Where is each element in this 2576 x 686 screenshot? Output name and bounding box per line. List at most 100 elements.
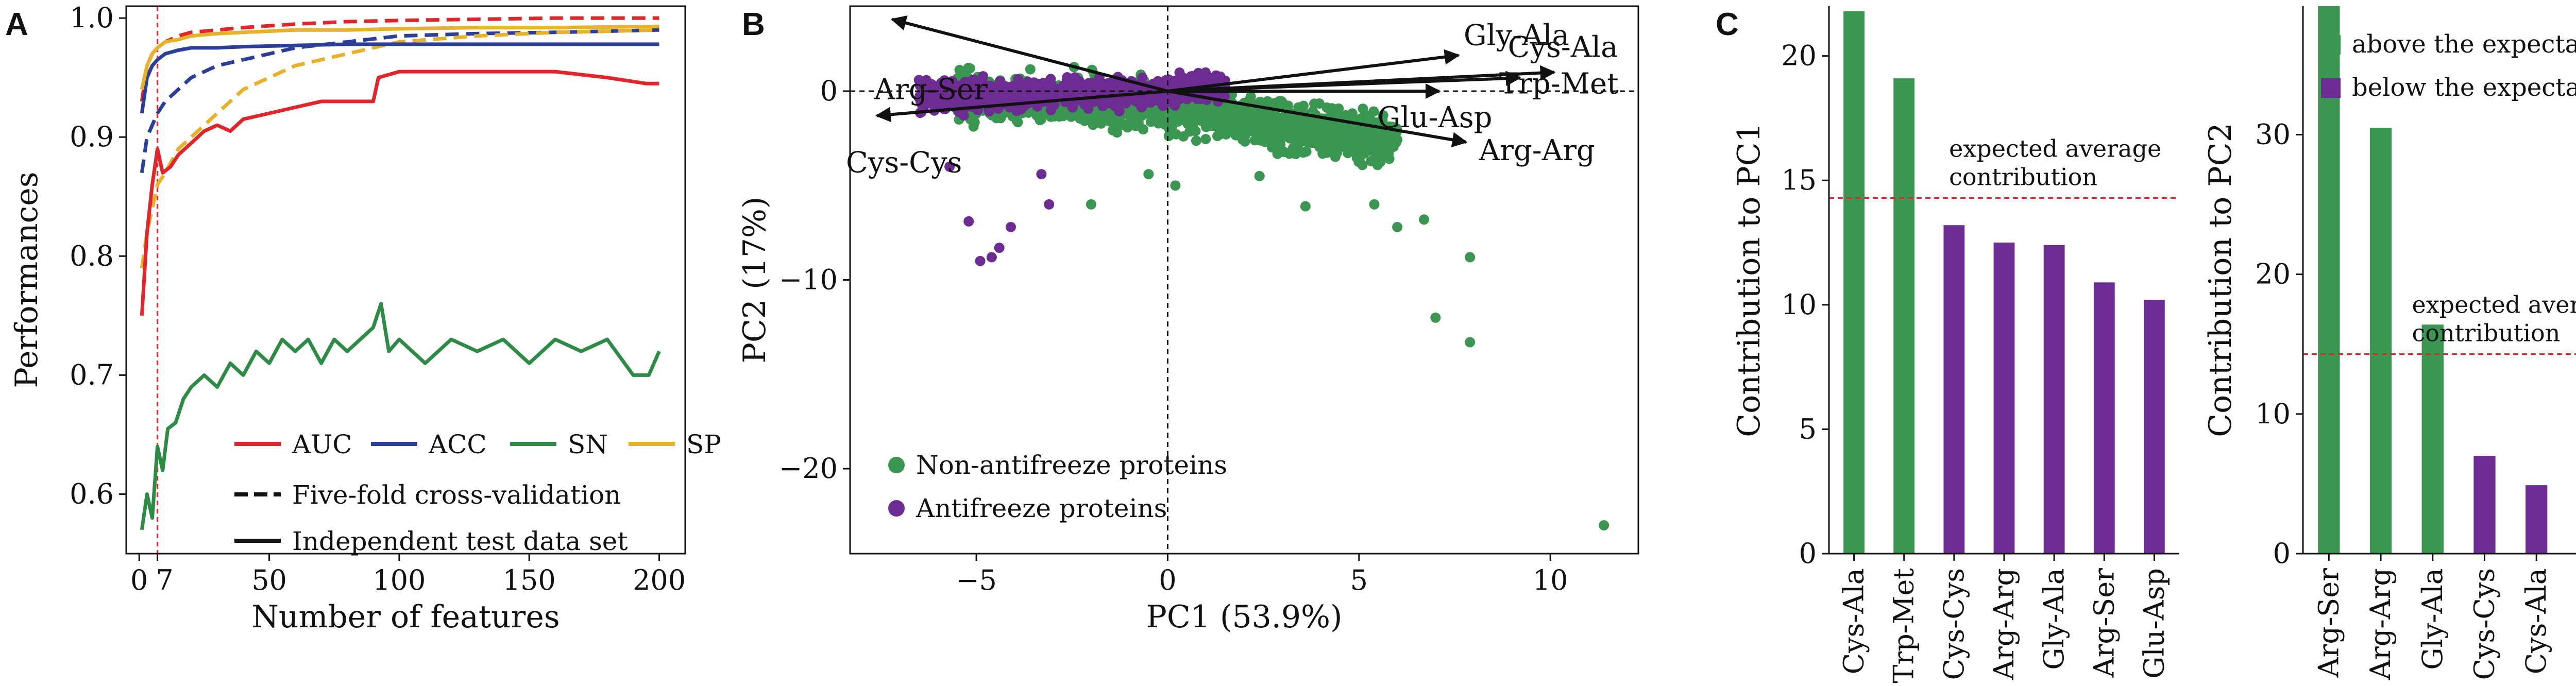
loading-label: Arg-Arg bbox=[1479, 134, 1595, 167]
scatter-point bbox=[1204, 73, 1214, 83]
legend-label-auc: AUC bbox=[292, 430, 352, 459]
scatter-point bbox=[1388, 142, 1399, 152]
scatter-point bbox=[999, 85, 1010, 96]
legend-marker-antifreeze bbox=[888, 500, 905, 517]
x-tick-label: Arg-Arg bbox=[1988, 568, 2020, 680]
y-tick-label: 0 bbox=[2273, 537, 2291, 570]
x-tick-label: 150 bbox=[503, 564, 556, 596]
x-tick-label: Cys-Ala bbox=[2520, 568, 2552, 674]
scatter-point bbox=[1335, 140, 1346, 150]
scatter-point bbox=[1267, 142, 1277, 153]
x-tick-label: Arg-Ser bbox=[2312, 568, 2345, 678]
scatter-point bbox=[1330, 151, 1341, 162]
x-tick-label: Cys-Ala bbox=[1838, 568, 1870, 674]
x-axis-label: PC1 (53.9%) bbox=[1146, 599, 1343, 635]
performance-line-chart: 0 50 100 150 200 7 0.6 0.7 0.8 0.9 1.0 Number of fe… bbox=[9, 2, 721, 635]
y-tick-label: 0 bbox=[820, 75, 838, 107]
scatter-point bbox=[1066, 111, 1076, 122]
x-tick-label: Gly-Ala bbox=[2416, 568, 2449, 670]
scatter-point bbox=[1191, 73, 1202, 83]
scatter-point bbox=[927, 79, 938, 90]
legend-label-non-antifreeze: Non-antifreeze proteins bbox=[916, 450, 1227, 480]
scatter-point bbox=[1327, 103, 1337, 114]
x-tick-label: 50 bbox=[251, 564, 287, 596]
scatter-point bbox=[1599, 520, 1609, 531]
scatter-point bbox=[1174, 67, 1185, 78]
loading-arrow bbox=[890, 15, 1168, 93]
scatter-point bbox=[1042, 79, 1053, 90]
scatter-point bbox=[1251, 106, 1262, 116]
scatter-point bbox=[1298, 125, 1309, 135]
scatter-point bbox=[1201, 122, 1212, 132]
panel-label-a: A bbox=[5, 7, 28, 42]
scatter-point bbox=[986, 252, 997, 263]
legend-label-sp: SP bbox=[686, 430, 721, 459]
scatter-point bbox=[1373, 133, 1384, 144]
scatter-point bbox=[1465, 252, 1476, 263]
scatter-point bbox=[1057, 109, 1068, 119]
loading-label: Gly-Ala bbox=[1464, 19, 1569, 52]
scatter-point bbox=[1251, 118, 1262, 129]
scatter-point bbox=[1062, 72, 1073, 82]
scatter-point bbox=[1332, 125, 1343, 135]
scatter-point bbox=[1392, 221, 1403, 232]
scatter-point bbox=[1241, 107, 1251, 118]
scatter-point bbox=[1260, 126, 1270, 136]
scatter-point bbox=[1143, 169, 1154, 180]
bar-gly-ala bbox=[2421, 324, 2444, 554]
scatter-point bbox=[940, 96, 951, 107]
scatter-point bbox=[1258, 134, 1268, 145]
scatter-point bbox=[1230, 114, 1241, 125]
scatter-point bbox=[1116, 119, 1127, 130]
scatter-point bbox=[1298, 100, 1309, 111]
legend-marker-non-antifreeze bbox=[888, 457, 905, 473]
scatter-point bbox=[1430, 312, 1441, 323]
scatter-point bbox=[975, 255, 986, 266]
x-tick-label: Arg-Ser bbox=[2088, 568, 2120, 678]
series-line-acc-test bbox=[140, 42, 659, 114]
legend-label-below: below the expectation bbox=[2352, 73, 2576, 102]
loading-label: Cys-Cys bbox=[846, 146, 962, 180]
scatter-point bbox=[1184, 107, 1195, 118]
x-tick-label: Cys-Cys bbox=[1938, 568, 1970, 680]
legend-label-antifreeze: Antifreeze proteins bbox=[916, 493, 1167, 523]
scatter-point bbox=[1379, 145, 1389, 156]
scatter-point bbox=[1207, 110, 1218, 121]
y-tick-label: 15 bbox=[1781, 164, 1817, 196]
scatter-point bbox=[1250, 126, 1261, 137]
bar-gly-ala bbox=[2043, 245, 2065, 554]
y-tick-label: 0.8 bbox=[70, 239, 114, 272]
scatter-point bbox=[1377, 114, 1388, 125]
plot-frame bbox=[125, 5, 686, 555]
y-axis-label: Performances bbox=[9, 172, 45, 388]
bar-cys-cys bbox=[1943, 225, 1965, 554]
scatter-point bbox=[939, 75, 950, 86]
y-tick-label: 20 bbox=[1781, 40, 1817, 72]
scatter-point bbox=[1465, 337, 1476, 348]
scatter-point bbox=[959, 68, 970, 79]
y-axis-label: Contribution to PC1 bbox=[1731, 123, 1767, 437]
x-tick-label-highlight: 7 bbox=[156, 564, 173, 596]
bar-cys-ala bbox=[1843, 11, 1865, 554]
legend-swatch-below bbox=[2321, 78, 2341, 98]
x-tick-label: Cys-Cys bbox=[2468, 568, 2501, 680]
scatter-point bbox=[1086, 199, 1096, 210]
scatter-point bbox=[1163, 93, 1174, 104]
loading-label: Trp-Met bbox=[1499, 67, 1619, 100]
y-tick-label: 0.6 bbox=[70, 477, 114, 510]
scatter-point bbox=[1145, 116, 1156, 127]
scatter-point bbox=[1352, 141, 1363, 152]
scatter-point bbox=[1044, 199, 1055, 210]
scatter-point bbox=[1309, 98, 1319, 109]
scatter-point bbox=[1188, 119, 1198, 130]
scatter-point bbox=[1012, 117, 1023, 128]
scatter-point bbox=[1362, 110, 1373, 121]
bar-trp-met bbox=[1893, 78, 1915, 554]
series-line-auc-test bbox=[140, 70, 659, 316]
series-line-acc-cv bbox=[140, 28, 659, 174]
scatter-point bbox=[1274, 96, 1284, 107]
scatter-point bbox=[1301, 146, 1312, 157]
scatter-point bbox=[1100, 81, 1111, 92]
scatter-point bbox=[1178, 131, 1189, 142]
scatter-point bbox=[1214, 127, 1225, 138]
